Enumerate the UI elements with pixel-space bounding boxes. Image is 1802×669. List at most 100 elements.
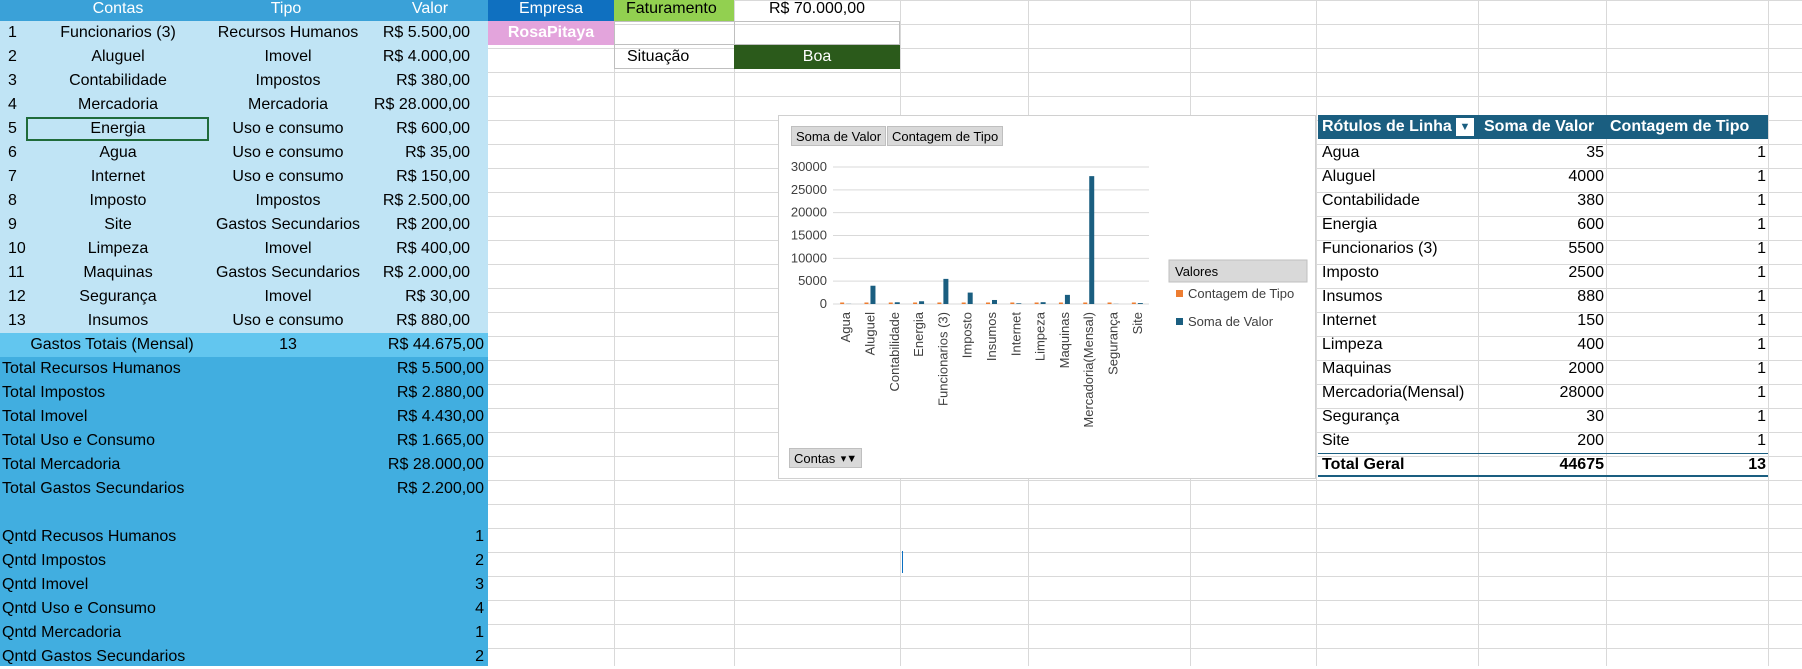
- pivot-row-label[interactable]: Mercadoria(Mensal): [1318, 381, 1482, 405]
- qntd-valor[interactable]: 1: [366, 525, 488, 549]
- total-label[interactable]: Total Recursos Humanos: [0, 357, 300, 381]
- pivot-total-label[interactable]: Total Geral: [1318, 453, 1482, 477]
- empresa-label[interactable]: Empresa: [488, 0, 614, 21]
- pivot-row-soma[interactable]: 880: [1482, 285, 1606, 309]
- header-tipo[interactable]: Tipo: [200, 0, 372, 21]
- pivot-row-count[interactable]: 1: [1606, 261, 1768, 285]
- pivot-row-count[interactable]: 1: [1606, 357, 1768, 381]
- cell-tipo[interactable]: Gastos Secundarios: [210, 213, 366, 237]
- cell-tipo[interactable]: Uso e consumo: [210, 165, 366, 189]
- cell-conta[interactable]: Site: [26, 213, 210, 237]
- qntd-valor[interactable]: 2: [366, 549, 488, 573]
- pivot-row-soma[interactable]: 4000: [1482, 165, 1606, 189]
- cell-conta[interactable]: Contabilidade: [26, 69, 210, 93]
- pivot-row-soma[interactable]: 400: [1482, 333, 1606, 357]
- pivot-row-count[interactable]: 1: [1606, 237, 1768, 261]
- cell-valor[interactable]: R$ 4.000,00: [366, 45, 488, 69]
- gastos-totais-valor[interactable]: R$ 44.675,00: [366, 333, 488, 357]
- pivot-row-count[interactable]: 1: [1606, 429, 1768, 453]
- cell-valor[interactable]: R$ 30,00: [366, 285, 488, 309]
- cell-conta[interactable]: Imposto: [26, 189, 210, 213]
- pivot-row-soma[interactable]: 28000: [1482, 381, 1606, 405]
- pivot-row-soma[interactable]: 35: [1482, 141, 1606, 165]
- cell-valor[interactable]: R$ 28.000,00: [366, 93, 488, 117]
- cell-tipo[interactable]: Impostos: [210, 189, 366, 213]
- qntd-valor[interactable]: 1: [366, 621, 488, 645]
- cell-valor[interactable]: R$ 600,00: [366, 117, 488, 141]
- pivot-row-label[interactable]: Maquinas: [1318, 357, 1482, 381]
- cell-conta[interactable]: Maquinas: [26, 261, 210, 285]
- cell-tipo[interactable]: Imovel: [210, 45, 366, 69]
- total-label[interactable]: Total Impostos: [0, 381, 300, 405]
- faturamento-label[interactable]: Faturamento: [614, 0, 734, 21]
- pivot-row-label[interactable]: Imposto: [1318, 261, 1482, 285]
- cell-valor[interactable]: R$ 880,00: [366, 309, 488, 333]
- pivot-row-soma[interactable]: 30: [1482, 405, 1606, 429]
- pivot-row-soma[interactable]: 200: [1482, 429, 1606, 453]
- pivot-row-soma[interactable]: 150: [1482, 309, 1606, 333]
- pivot-row-count[interactable]: 1: [1606, 405, 1768, 429]
- total-valor[interactable]: R$ 2.200,00: [366, 477, 488, 501]
- pivot-row-count[interactable]: 1: [1606, 141, 1768, 165]
- qntd-label[interactable]: Qntd Uso e Consumo: [0, 597, 300, 621]
- gastos-totais-label[interactable]: Gastos Totais (Mensal): [0, 333, 224, 357]
- pivot-header-soma[interactable]: Soma de Valor: [1482, 115, 1606, 139]
- header-valor[interactable]: Valor: [372, 0, 488, 21]
- total-label[interactable]: Total Mercadoria: [0, 453, 300, 477]
- qntd-valor[interactable]: 4: [366, 597, 488, 621]
- cell-conta[interactable]: Funcionarios (3): [26, 21, 210, 45]
- qntd-label[interactable]: Qntd Recusos Humanos: [0, 525, 300, 549]
- qntd-label[interactable]: Qntd Impostos: [0, 549, 300, 573]
- cell-valor[interactable]: R$ 400,00: [366, 237, 488, 261]
- cell-tipo[interactable]: Uso e consumo: [210, 309, 366, 333]
- pivot-header-contagem[interactable]: Contagem de Tipo: [1606, 115, 1768, 139]
- pivot-row-label[interactable]: Aluguel: [1318, 165, 1482, 189]
- cell-conta[interactable]: Limpeza: [26, 237, 210, 261]
- faturamento-value[interactable]: R$ 70.000,00: [734, 0, 900, 21]
- situacao-value[interactable]: Boa: [734, 45, 900, 69]
- qntd-valor[interactable]: 3: [366, 573, 488, 597]
- pivot-row-soma[interactable]: 380: [1482, 189, 1606, 213]
- cell-tipo[interactable]: Impostos: [210, 69, 366, 93]
- total-valor[interactable]: R$ 5.500,00: [366, 357, 488, 381]
- cell-conta[interactable]: Mercadoria: [26, 93, 210, 117]
- cell-tipo[interactable]: Uso e consumo: [210, 117, 366, 141]
- cell-valor[interactable]: R$ 2.000,00: [366, 261, 488, 285]
- pivot-row-label[interactable]: Internet: [1318, 309, 1482, 333]
- pivot-row-label[interactable]: Funcionarios (3): [1318, 237, 1482, 261]
- cell-valor[interactable]: R$ 5.500,00: [366, 21, 488, 45]
- pivot-row-count[interactable]: 1: [1606, 333, 1768, 357]
- cell-valor[interactable]: R$ 380,00: [366, 69, 488, 93]
- cell-tipo[interactable]: Recursos Humanos: [210, 21, 366, 45]
- pivot-row-label[interactable]: Agua: [1318, 141, 1482, 165]
- qntd-valor[interactable]: 2: [366, 645, 488, 669]
- pivot-row-count[interactable]: 1: [1606, 309, 1768, 333]
- pivot-row-count[interactable]: 1: [1606, 189, 1768, 213]
- pivot-row-label[interactable]: Limpeza: [1318, 333, 1482, 357]
- pivot-row-soma[interactable]: 600: [1482, 213, 1606, 237]
- pivot-row-count[interactable]: 1: [1606, 165, 1768, 189]
- qntd-label[interactable]: Qntd Mercadoria: [0, 621, 300, 645]
- total-label[interactable]: Total Imovel: [0, 405, 300, 429]
- cell-tipo[interactable]: Mercadoria: [210, 93, 366, 117]
- contas-field-button[interactable]: Contas ▾▼: [789, 448, 862, 468]
- qntd-label[interactable]: Qntd Imovel: [0, 573, 300, 597]
- empresa-name[interactable]: RosaPitaya: [488, 21, 614, 45]
- cell-tipo[interactable]: Uso e consumo: [210, 141, 366, 165]
- pivot-row-label[interactable]: Energia: [1318, 213, 1482, 237]
- cell-tipo[interactable]: Imovel: [210, 237, 366, 261]
- total-label[interactable]: Total Gastos Secundarios: [0, 477, 300, 501]
- cell-tipo[interactable]: Imovel: [210, 285, 366, 309]
- pivot-row-soma[interactable]: 5500: [1482, 237, 1606, 261]
- qntd-label[interactable]: Qntd Gastos Secundarios: [0, 645, 300, 669]
- total-valor[interactable]: R$ 1.665,00: [366, 429, 488, 453]
- situacao-label[interactable]: Situação: [614, 45, 734, 69]
- cell-conta[interactable]: Aluguel: [26, 45, 210, 69]
- pivot-row-count[interactable]: 1: [1606, 381, 1768, 405]
- pivot-row-label[interactable]: Insumos: [1318, 285, 1482, 309]
- filter-icon[interactable]: ▼: [1456, 118, 1474, 136]
- pivot-row-soma[interactable]: 2500: [1482, 261, 1606, 285]
- cell-tipo[interactable]: Gastos Secundarios: [210, 261, 366, 285]
- pivot-header-rotulos[interactable]: Rótulos de Linha ▼: [1318, 115, 1482, 139]
- cell-conta[interactable]: Internet: [26, 165, 210, 189]
